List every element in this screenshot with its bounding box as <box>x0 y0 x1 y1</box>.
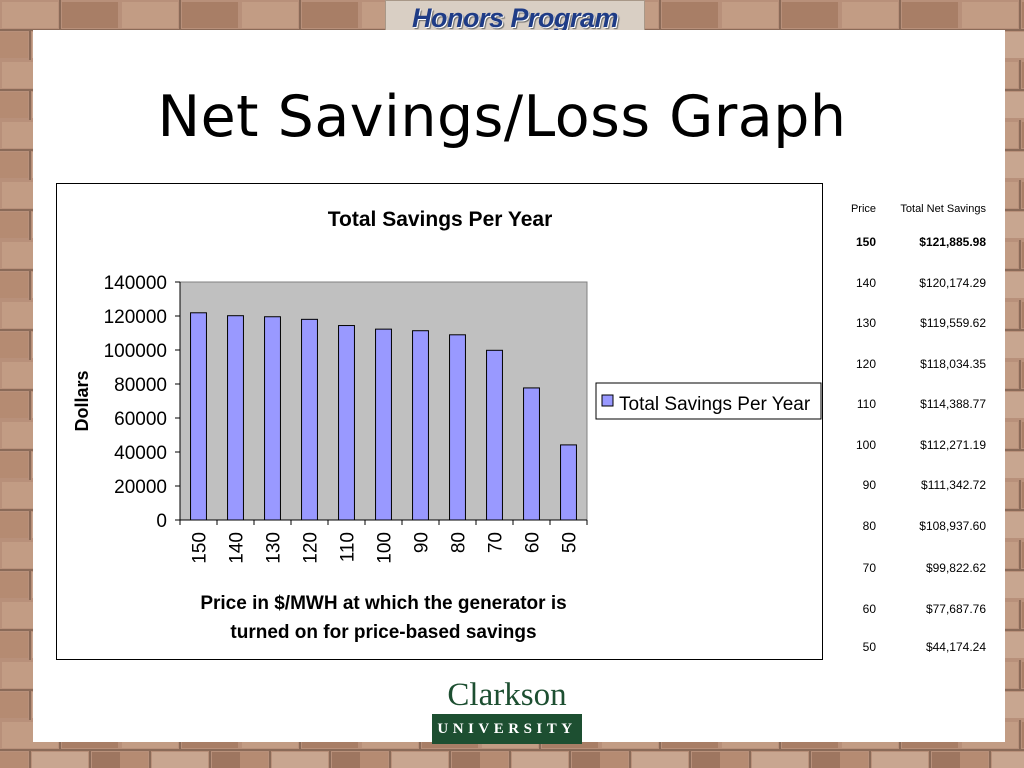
legend-box <box>595 382 822 420</box>
x-tick-label: 60 <box>523 532 544 553</box>
legend-swatch <box>601 394 614 407</box>
header-price: Price <box>850 203 876 215</box>
bar <box>523 387 540 521</box>
cell-price: 70 <box>862 560 876 575</box>
x-tick-label: 70 <box>486 532 507 553</box>
x-tick-label: 80 <box>449 532 470 553</box>
cell-price: 90 <box>862 478 876 492</box>
table-body: 150 $121,885.98 140 $120,174.29 130 $119,559.… <box>836 222 986 665</box>
legend: Total Savings Per Year <box>595 382 822 420</box>
slide-title: Net Savings/Loss Graph <box>157 84 847 150</box>
x-tick-label: 100 <box>375 532 396 564</box>
x-tick-label: 140 <box>227 532 248 564</box>
bar <box>227 315 244 521</box>
cell-price: 150 <box>855 235 876 249</box>
table-row: 60 $77,687.76 <box>836 589 986 629</box>
table-row: 80 $108,937.60 <box>836 505 986 546</box>
cell-price: 140 <box>855 275 876 290</box>
bar <box>301 318 318 521</box>
x-tick-label: 150 <box>190 532 211 564</box>
cell-savings: $99,822.62 <box>925 560 986 575</box>
cell-price: 60 <box>862 602 876 616</box>
cell-savings: $121,885.98 <box>919 235 986 249</box>
banner-text: Honors Program <box>411 2 619 33</box>
x-tick-label: 120 <box>301 532 322 564</box>
cell-price: 50 <box>862 640 876 654</box>
table-row: 90 $111,342.72 <box>836 465 986 505</box>
y-tick-label: 80000 <box>114 375 167 396</box>
y-tick-label: 0 <box>156 511 167 532</box>
table-row: 110 $114,388.77 <box>836 384 986 424</box>
table-row: 70 $99,822.62 <box>836 546 986 589</box>
bar <box>449 334 466 521</box>
y-axis-label: Dollars <box>72 370 92 431</box>
bars <box>190 312 577 521</box>
bar <box>190 312 207 521</box>
y-tick-label: 100000 <box>104 341 167 362</box>
legend-label: Total Savings Per Year <box>619 394 811 415</box>
bar <box>338 325 355 521</box>
cell-savings: $44,174.24 <box>925 640 986 654</box>
y-axis: 0 20000 40000 60000 80000 100000 120000 140000 <box>104 273 181 532</box>
bar <box>412 330 429 521</box>
savings-table: Price Total Net Savings 150 $121,885.98 14… <box>836 196 986 665</box>
cell-price: 80 <box>862 518 876 533</box>
table-row: 140 $120,174.29 <box>836 262 986 303</box>
cell-savings: $112,271.19 <box>920 437 986 452</box>
x-tick-label: 110 <box>338 532 359 562</box>
table-header-row: Price Total Net Savings <box>836 196 986 222</box>
y-tick-label: 60000 <box>114 409 167 430</box>
table-row: 50 $44,174.24 <box>836 629 986 665</box>
clarkson-logo: Clarkson UNIVERSITY <box>432 676 582 744</box>
cell-price: 120 <box>855 356 876 371</box>
x-axis: 150 140 130 120 110 100 90 80 70 60 50 <box>179 519 588 564</box>
logo-subtitle: UNIVERSITY <box>432 714 582 744</box>
bar <box>264 316 281 521</box>
y-tick-label: 140000 <box>104 273 167 294</box>
y-tick-label: 20000 <box>114 477 167 498</box>
x-axis-label-line-1: Price in $/MWH at which the generator is <box>200 593 566 614</box>
cell-savings: $119,559.62 <box>920 316 986 330</box>
y-tick-label: 40000 <box>114 443 167 464</box>
x-axis-label-line-2: turned on for price-based savings <box>230 622 536 643</box>
honors-program-banner: Honors Program <box>385 0 645 36</box>
table-row: 120 $118,034.35 <box>836 343 986 384</box>
cell-savings: $120,174.29 <box>919 275 986 290</box>
cell-price: 130 <box>855 316 876 330</box>
bar <box>375 328 392 521</box>
cell-savings: $114,388.77 <box>920 397 986 411</box>
bar <box>486 349 503 521</box>
cell-savings: $111,342.72 <box>921 478 986 492</box>
x-tick-label: 90 <box>412 532 433 553</box>
cell-savings: $77,687.76 <box>925 602 986 616</box>
table-row: 130 $119,559.62 <box>836 303 986 343</box>
bar <box>560 444 577 521</box>
cell-price: 100 <box>855 437 876 452</box>
x-tick-label: 130 <box>264 532 285 564</box>
bar-chart: Total Savings Per Year 0 20000 40000 60000 8… <box>72 208 822 643</box>
chart-title: Total Savings Per Year <box>328 208 553 231</box>
cell-savings: $108,937.60 <box>919 518 986 533</box>
cell-price: 110 <box>856 397 876 411</box>
table-row: 150 $121,885.98 <box>836 222 986 262</box>
chart-frame: Total Savings Per Year 0 20000 40000 60000 8… <box>56 183 823 660</box>
table-row: 100 $112,271.19 <box>836 424 986 465</box>
x-tick-label: 50 <box>560 532 581 553</box>
y-tick-label: 120000 <box>104 307 167 328</box>
cell-savings: $118,034.35 <box>920 356 986 371</box>
logo-name: Clarkson <box>447 677 567 713</box>
header-total-net-savings: Total Net Savings <box>900 203 986 215</box>
